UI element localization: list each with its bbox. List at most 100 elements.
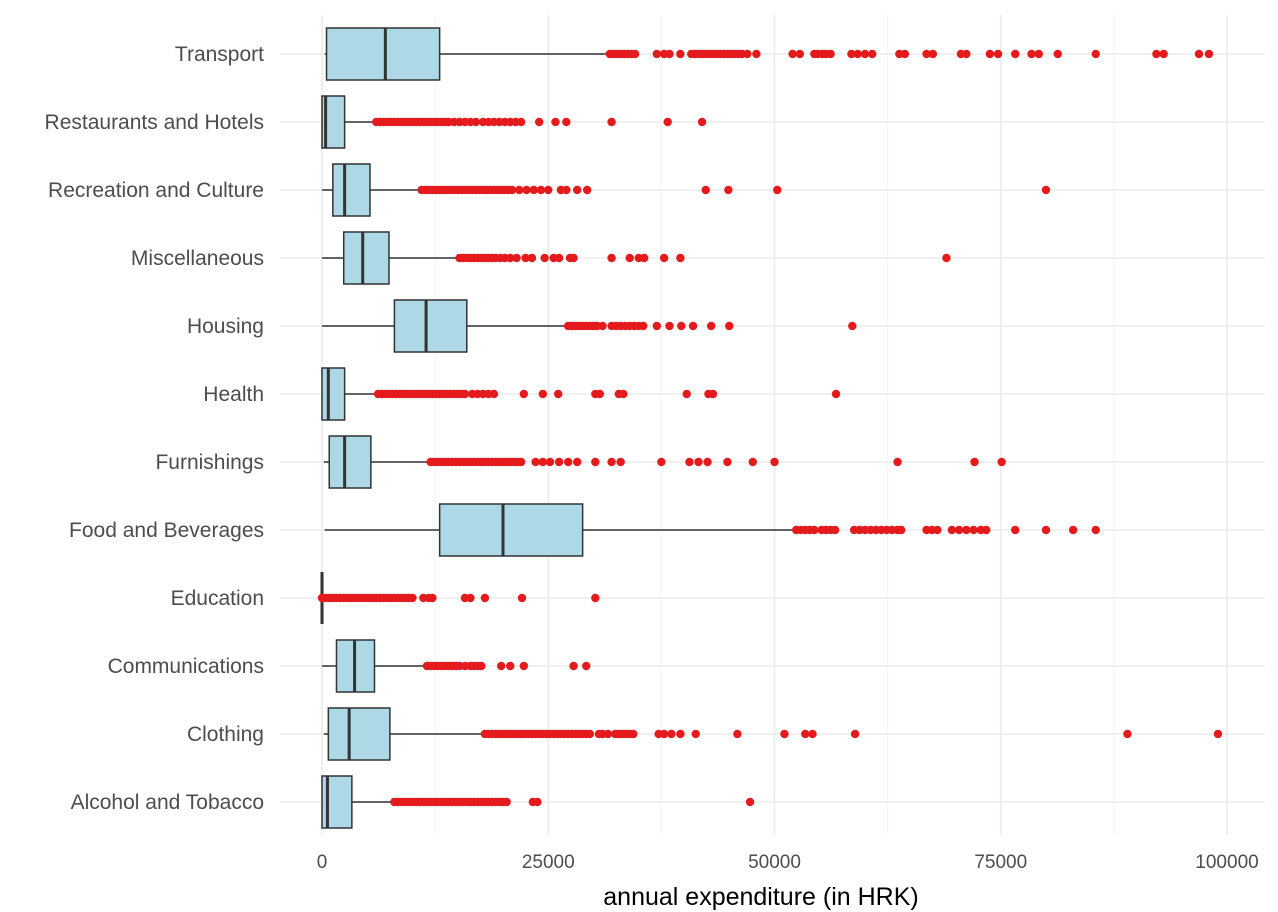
outlier-point: [676, 253, 685, 263]
outlier-point: [630, 49, 640, 59]
outlier-point: [1194, 49, 1204, 59]
outlier-point: [591, 593, 600, 603]
category-label: Communications: [108, 655, 264, 678]
outlier-point: [582, 661, 591, 671]
outlier-point: [489, 389, 499, 399]
outlier-point: [850, 729, 860, 739]
outlier-point: [544, 185, 553, 195]
box-group: [322, 163, 1051, 217]
outlier-point: [569, 661, 578, 671]
iqr-box: [332, 163, 371, 217]
outlier-point: [1213, 729, 1223, 739]
outlier-point: [724, 185, 733, 195]
x-tick-labels: 0 25000 50000 75000 100000: [317, 852, 1259, 873]
outlier-point: [676, 729, 685, 739]
outlier-point: [1011, 49, 1020, 59]
outlier-point: [538, 389, 548, 399]
outlier-point: [428, 593, 437, 603]
outlier-point: [677, 321, 686, 331]
outlier-point: [582, 185, 592, 195]
outlier-point: [585, 729, 595, 739]
boxes-layer: [317, 27, 1223, 829]
outlier-point: [831, 389, 841, 399]
box-group: [321, 367, 841, 421]
outlier-point: [697, 117, 707, 127]
outlier-point: [607, 253, 616, 263]
x-tick-label: 75000: [974, 852, 1027, 873]
outlier-point: [554, 457, 564, 467]
outlier-point: [554, 389, 563, 399]
category-label: Furnishings: [155, 451, 264, 474]
outlier-point: [657, 457, 666, 467]
outlier-point: [868, 49, 877, 59]
outlier-point: [619, 389, 628, 399]
outlier-point: [625, 253, 634, 263]
outlier-point: [1068, 525, 1078, 535]
outlier-point: [1204, 49, 1214, 59]
outlier-point: [595, 389, 605, 399]
outlier-point: [745, 797, 755, 807]
outlier-point: [826, 49, 835, 59]
category-label: Alcohol and Tobacco: [71, 791, 264, 814]
outlier-point: [1034, 49, 1043, 59]
outlier-point: [1091, 525, 1100, 535]
iqr-box: [321, 367, 346, 421]
outlier-point: [1041, 185, 1051, 195]
iqr-box: [438, 503, 584, 557]
outlier-point: [860, 49, 870, 59]
box-group: [321, 775, 755, 829]
grid-layer: [280, 15, 1265, 835]
outlier-point: [607, 457, 616, 467]
outlier-point: [694, 457, 703, 467]
outlier-point: [993, 49, 1003, 59]
outlier-point: [502, 797, 511, 807]
outlier-point: [933, 525, 942, 535]
outlier-point: [897, 525, 906, 535]
outlier-point: [808, 729, 817, 739]
outlier-point: [788, 49, 797, 59]
outlier-point: [607, 117, 616, 127]
outlier-point: [830, 525, 840, 535]
category-label: Food and Beverages: [69, 519, 264, 542]
outlier-point: [519, 389, 529, 399]
outlier-point: [853, 49, 862, 59]
x-tick-label: 50000: [748, 852, 801, 873]
box-group: [323, 435, 1006, 489]
outlier-point: [847, 49, 856, 59]
iqr-box: [321, 95, 346, 149]
outlier-point: [516, 117, 526, 127]
outlier-point: [665, 321, 674, 331]
x-tick-label: 100000: [1195, 852, 1258, 873]
outlier-point: [540, 253, 549, 263]
outlier-point: [639, 321, 648, 331]
outlier-point: [795, 49, 805, 59]
outlier-point: [506, 661, 515, 671]
outlier-point: [1027, 49, 1036, 59]
category-label: Health: [203, 383, 264, 406]
outlier-point: [947, 525, 957, 535]
outlier-point: [997, 457, 1006, 467]
box-group: [324, 503, 1100, 557]
outlier-point: [752, 49, 761, 59]
outlier-point: [573, 457, 582, 467]
outlier-point: [962, 49, 971, 59]
outlier-point: [629, 729, 638, 739]
outlier-point: [942, 253, 951, 263]
outlier-point: [985, 49, 995, 59]
outlier-point: [665, 49, 674, 59]
outlier-point: [1152, 49, 1161, 59]
outlier-point: [471, 117, 481, 127]
outlier-point: [527, 253, 537, 263]
outlier-point: [522, 185, 531, 195]
iqr-box: [327, 707, 391, 761]
outlier-point: [969, 525, 978, 535]
outlier-point: [598, 321, 607, 331]
category-label: Education: [171, 587, 264, 610]
outlier-point: [848, 321, 857, 331]
outlier-point: [1053, 49, 1062, 59]
outlier-point: [639, 253, 649, 263]
outlier-point: [748, 457, 757, 467]
category-label: Housing: [187, 315, 264, 338]
